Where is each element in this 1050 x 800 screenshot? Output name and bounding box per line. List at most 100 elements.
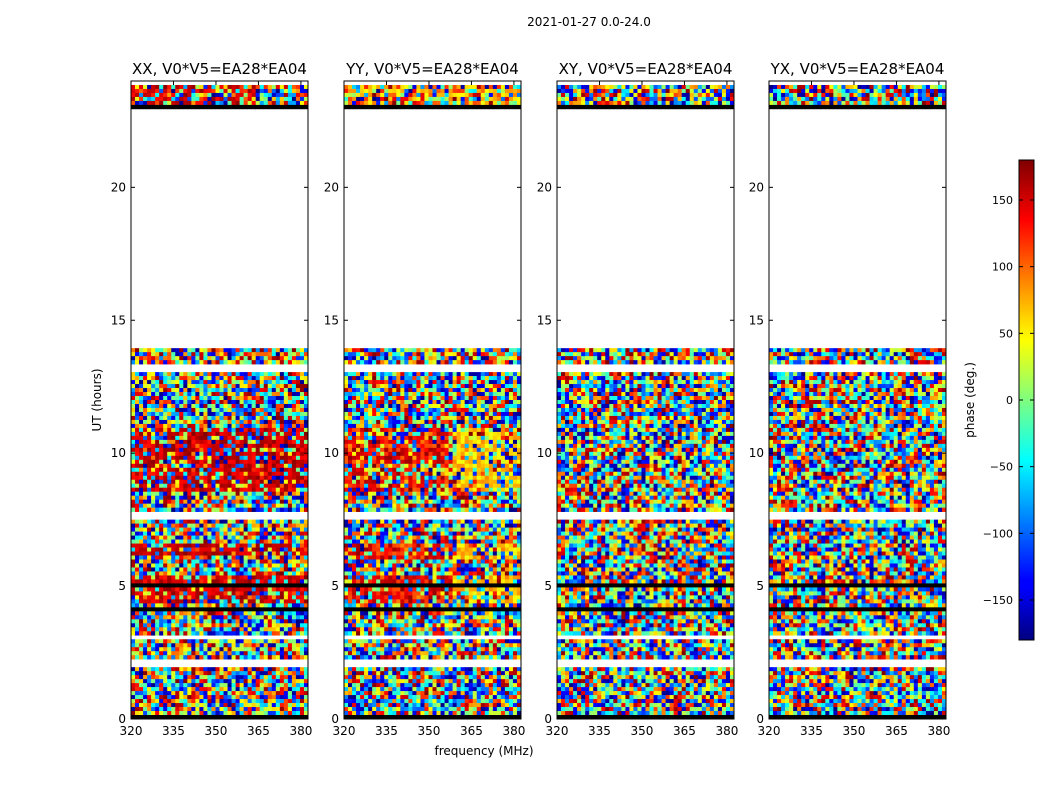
heatmap-cell [476, 376, 482, 381]
heatmap-cell [247, 348, 252, 353]
heatmap-cell [243, 563, 248, 568]
heatmap-cell [135, 88, 140, 94]
heatmap-cell [275, 711, 281, 716]
heatmap-cell [215, 591, 220, 596]
heatmap-cell [243, 455, 248, 461]
heatmap-cell [432, 407, 437, 413]
heatmap-cell [203, 679, 208, 684]
heatmap-cell [207, 675, 212, 680]
heatmap-cell [259, 376, 265, 381]
heatmap-cell [472, 348, 478, 353]
heatmap-cell [131, 352, 136, 357]
heatmap-cell [163, 519, 168, 524]
heatmap-cell [175, 352, 180, 357]
heatmap-cell [131, 599, 136, 604]
heatmap-cell [247, 655, 252, 660]
heatmap-cell [151, 523, 156, 528]
heatmap-cell [243, 507, 248, 512]
heatmap-cell [135, 356, 140, 361]
heatmap-cell [267, 599, 273, 604]
heatmap-cell [295, 651, 301, 656]
heatmap-cell [203, 667, 208, 672]
heatmap-cell [263, 671, 269, 676]
heatmap-cell [203, 591, 208, 596]
heatmap-cell [488, 372, 494, 377]
heatmap-cell [219, 463, 224, 469]
heatmap-cell [207, 639, 212, 644]
heatmap-cell [147, 539, 152, 544]
heatmap-cell [159, 711, 164, 716]
heatmap-cell [408, 396, 413, 401]
heatmap-cell [199, 579, 204, 584]
heatmap-cell [243, 372, 248, 377]
heatmap-cell [231, 703, 236, 708]
heatmap-cell [175, 579, 180, 584]
heatmap-cell [179, 439, 184, 445]
heatmap-cell [139, 427, 144, 433]
heatmap-cell [147, 392, 152, 397]
heatmap-cell [239, 619, 244, 624]
heatmap-cell [279, 519, 285, 524]
heatmap-cell [219, 667, 224, 672]
heatmap-cell [179, 539, 184, 544]
heatmap-cell [187, 463, 192, 469]
heatmap-cell [464, 92, 469, 98]
heatmap-cell [456, 411, 461, 417]
heatmap-cell [147, 415, 152, 421]
heatmap-cell [175, 88, 180, 94]
heatmap-cell [275, 348, 281, 353]
heatmap-cell [259, 687, 265, 692]
heatmap-cell [239, 84, 244, 90]
heatmap-cell [259, 575, 265, 580]
heatmap-cell [251, 571, 256, 576]
heatmap-cell [171, 352, 176, 357]
heatmap-cell [215, 631, 220, 636]
heatmap-cell [344, 396, 349, 401]
heatmap-cell [456, 407, 461, 413]
heatmap-cell [167, 535, 172, 540]
heatmap-cell [167, 376, 172, 381]
heatmap-cell [275, 651, 281, 656]
heatmap-cell [283, 507, 289, 512]
heatmap-cell [295, 523, 301, 528]
heatmap-cell [159, 695, 164, 700]
heatmap-cell [163, 587, 168, 592]
heatmap-cell [299, 567, 305, 572]
heatmap-cell [299, 683, 305, 688]
heatmap-cell [516, 376, 522, 381]
heatmap-cell [275, 707, 281, 712]
heatmap-cell [239, 463, 244, 469]
heatmap-cell [283, 435, 289, 441]
heatmap-cell [191, 555, 196, 560]
heatmap-cell [171, 471, 176, 477]
heatmap-cell [464, 88, 469, 94]
heatmap-cell [191, 615, 196, 620]
heatmap-cell [279, 352, 285, 357]
heatmap-cell [291, 619, 297, 624]
heatmap-cell [251, 671, 256, 676]
heatmap-cell [243, 539, 248, 544]
heatmap-cell [295, 603, 301, 608]
heatmap-cell [219, 499, 224, 504]
heatmap-cell [259, 559, 265, 564]
heatmap-cell [448, 400, 453, 405]
heatmap-cell [283, 380, 289, 385]
heatmap-cell [267, 352, 273, 357]
heatmap-cell [151, 531, 156, 536]
heatmap-cell [175, 463, 180, 469]
heatmap-cell [251, 503, 256, 508]
heatmap-cell [287, 523, 293, 528]
heatmap-cell [195, 703, 200, 708]
heatmap-cell [400, 376, 405, 381]
heatmap-cell [231, 483, 236, 489]
heatmap-cell [303, 88, 309, 94]
heatmap-cell [352, 356, 357, 361]
heatmap-cell [247, 711, 252, 716]
heatmap-cell [211, 459, 216, 465]
heatmap-cell [243, 591, 248, 596]
heatmap-cell [287, 507, 293, 512]
heatmap-cell [191, 675, 196, 680]
heatmap-cell [444, 92, 449, 98]
heatmap-cell [147, 583, 152, 588]
heatmap-cell [468, 92, 474, 98]
